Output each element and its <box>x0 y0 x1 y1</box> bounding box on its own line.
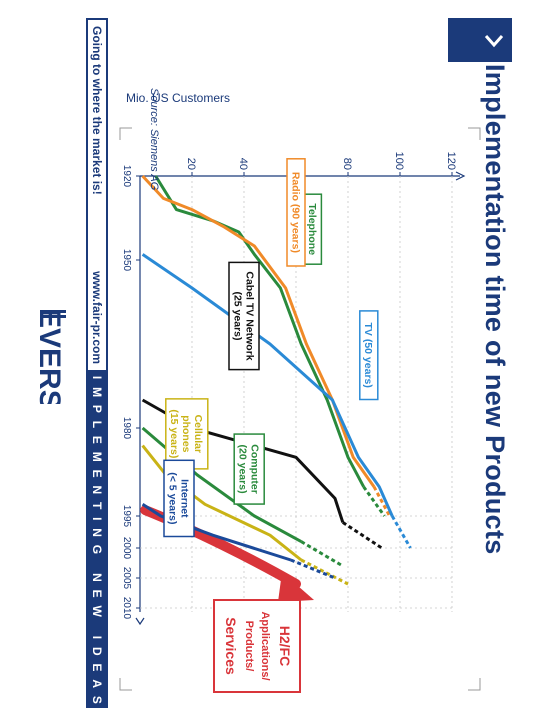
series-projection-3 <box>341 521 383 550</box>
series-label-text: (< 5 years) <box>166 472 178 524</box>
tagline-letter: G <box>90 544 104 555</box>
tagline-letter: S <box>90 695 104 704</box>
tagline-letter: D <box>90 646 104 656</box>
x-tick-label: 1995 <box>121 505 132 528</box>
h2fc-text: H2/FC <box>277 626 293 666</box>
footer-slogan: Going to where the market is! <box>90 26 104 195</box>
tagline-letter: E <box>90 663 104 672</box>
y-tick-label: 40 <box>237 158 249 170</box>
chart-series <box>141 174 412 586</box>
h2fc-text: Services <box>223 617 239 675</box>
tagline-letter: P <box>90 404 104 413</box>
tagline-letter: L <box>90 420 104 429</box>
series-label-text: Radio (90 years) <box>289 172 301 253</box>
tagline-letter: I <box>90 375 104 380</box>
x-tick-label: 1920 <box>121 165 132 188</box>
x-axis-arrow-icon <box>135 617 145 626</box>
series-projection-0 <box>362 485 386 517</box>
series-line-1 <box>141 174 376 488</box>
footer-url[interactable]: www.fair-pr.com <box>90 271 104 364</box>
chart-frame <box>119 127 481 691</box>
x-tick-label: 2005 <box>121 567 132 590</box>
series-label-box <box>359 310 379 401</box>
x-tick-label: 1950 <box>121 249 132 272</box>
series-label-text: Telephone <box>306 203 318 255</box>
footer-bar: Going to where the market is! www.fair-p… <box>86 18 108 708</box>
series-line-5 <box>141 444 303 562</box>
h2fc-box <box>213 599 301 693</box>
h2fc-text: Products/ <box>243 621 255 672</box>
tagline-letter: I <box>90 635 104 640</box>
series-label-text: TV (50 years) <box>362 323 374 388</box>
series-projection-4 <box>300 540 344 568</box>
series-label-text: Computer <box>249 444 261 494</box>
frame-corner <box>468 678 481 691</box>
y-axis-arrow-icon <box>455 171 466 181</box>
tagline-letter: M <box>90 387 104 398</box>
y-tick-label: 20 <box>185 158 197 170</box>
frame-corner <box>119 678 132 691</box>
footer-slogan-box: Going to where the market is! www.fair-p… <box>86 18 108 372</box>
series-projection-6 <box>290 558 336 580</box>
series-label-4: Computer(20 years) <box>233 433 265 505</box>
tagline-letter: T <box>90 501 104 510</box>
tagline-letter: N <box>90 573 104 582</box>
x-tick-label: 1980 <box>121 417 132 440</box>
y-tick-label: 80 <box>341 158 353 170</box>
y-tick-label: 100 <box>393 152 405 170</box>
series-label-text: (15 years) <box>168 409 180 458</box>
frame-corner <box>119 127 132 140</box>
tagline-letter: M <box>90 451 104 462</box>
tagline-letter: I <box>90 517 104 521</box>
h2fc-arrow-head <box>278 572 314 602</box>
tagline-letter: A <box>90 679 104 688</box>
tagline-letter: N <box>90 528 104 537</box>
series-label-2: TV (50 years) <box>359 310 379 401</box>
chart-labels: Telephone(70 years)Radio (90 years)TV (5… <box>163 158 379 538</box>
logo-text: EVERS <box>34 308 66 404</box>
h2fc-text: Applications/ <box>259 611 271 680</box>
tagline-letter: E <box>90 469 104 478</box>
series-label-box <box>233 433 265 505</box>
tagline-letter: E <box>90 589 104 598</box>
series-projection-2 <box>390 515 412 549</box>
x-tick-label: 2010 <box>121 597 132 620</box>
series-label-text: (20 years) <box>237 445 249 494</box>
series-projection-5 <box>300 558 349 586</box>
series-label-box <box>163 459 195 538</box>
series-label-box <box>286 158 306 267</box>
series-projection-1 <box>372 485 391 517</box>
series-label-text: Cellular <box>192 415 204 454</box>
x-tick-label: 2000 <box>121 537 132 560</box>
tagline-letter: E <box>90 435 104 444</box>
series-label-3: Cabel TV Network(25 years) <box>228 261 260 371</box>
tagline-letter <box>90 625 104 628</box>
series-label-text: (25 years) <box>231 291 243 340</box>
series-label-box <box>228 261 260 371</box>
evers-logo: EVERS <box>34 308 66 404</box>
series-label-6: Internet(< 5 years) <box>163 459 195 538</box>
series-label-text: Internet <box>178 479 190 518</box>
series-line-0 <box>154 175 365 488</box>
h2fc-annotation: H2/FC Applications/Products/Services <box>213 599 301 693</box>
tagline-letter <box>90 562 104 565</box>
source-label: Source: Siemens AG <box>148 88 160 191</box>
frame-corner <box>468 127 481 140</box>
series-label-1: Radio (90 years) <box>286 158 306 267</box>
chevron-right-icon <box>484 35 504 48</box>
series-line-2 <box>141 253 394 517</box>
tagline-letter: W <box>90 605 104 617</box>
y-tick-label: 120 <box>445 152 457 170</box>
tagline-letter: N <box>90 485 104 495</box>
series-label-text: Cabel TV Network <box>243 271 255 360</box>
y-axis-label: Mio. US Customers <box>126 91 230 105</box>
series-label-text: phones <box>180 415 192 452</box>
